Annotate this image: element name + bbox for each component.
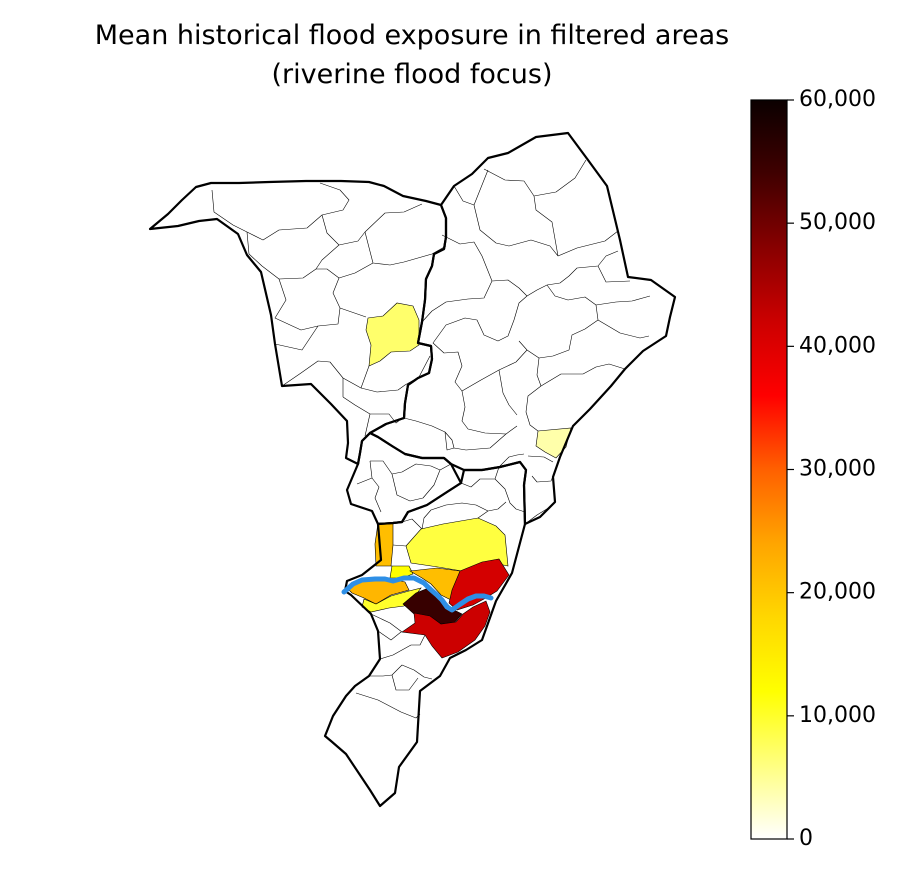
colorbar-tick-label: 40,000 xyxy=(799,333,876,358)
colorbar-tick-label: 50,000 xyxy=(799,210,876,235)
colorbar-tick-label: 60,000 xyxy=(799,87,876,112)
colorbar-tick-label: 20,000 xyxy=(799,580,876,605)
district-boundaries xyxy=(211,159,651,719)
colorbar-tick-label: 10,000 xyxy=(799,703,876,728)
district-east-river xyxy=(448,558,510,611)
colorbar-tick-label: 0 xyxy=(799,826,813,851)
district-south-river xyxy=(401,600,491,659)
map-title: Mean historical flood exposure in filter… xyxy=(95,20,729,51)
map-area xyxy=(148,131,677,808)
colorbar-gradient xyxy=(750,99,788,840)
river-line xyxy=(341,575,494,613)
south-region-boundary xyxy=(323,460,528,808)
colorbar-tick-label: 30,000 xyxy=(799,457,876,482)
district-north-west xyxy=(365,302,420,367)
colorbar: 0 10,000 20,000 30,000 40,000 50,000 60,000 xyxy=(750,87,876,851)
colorbar-ticks: 0 10,000 20,000 30,000 40,000 50,000 60,000 xyxy=(787,87,876,851)
map-subtitle: (riverine flood focus) xyxy=(272,59,553,90)
northwest-region-fill xyxy=(150,133,675,806)
